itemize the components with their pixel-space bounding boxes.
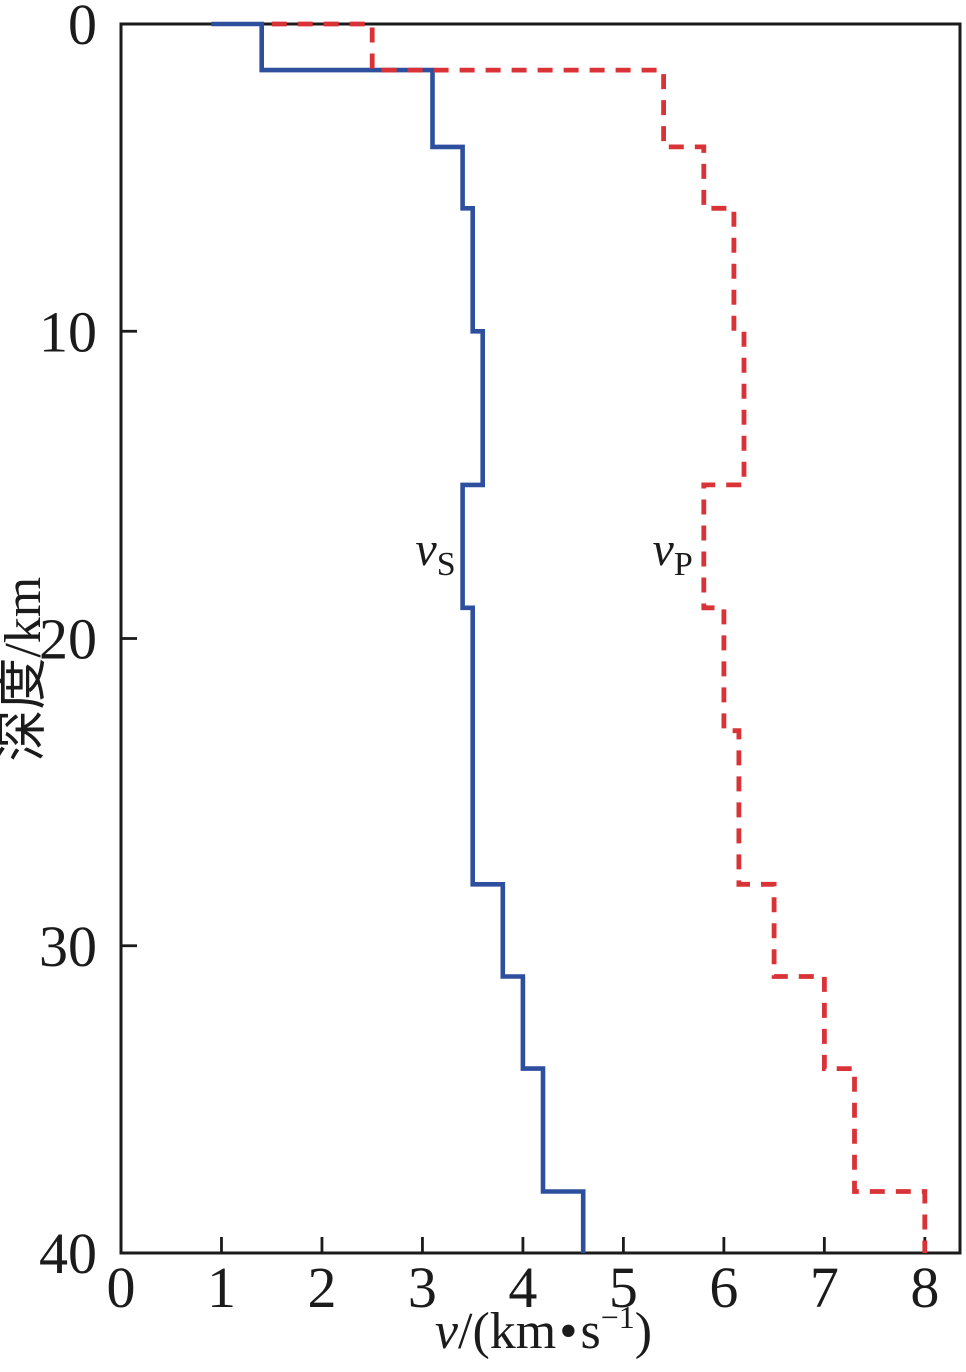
x-axis-tick-label: 3 — [408, 1255, 437, 1320]
x-axis-tick-label: 7 — [810, 1255, 839, 1320]
series-label-p: vP — [653, 523, 693, 583]
series-label-s: vS — [415, 523, 455, 583]
y-axis-tick-label: 0 — [68, 0, 97, 57]
y-axis-tick-label: 20 — [39, 607, 97, 672]
x-axis-title: v/(km•s−1) — [435, 1299, 652, 1360]
x-axis-tick-label: 4 — [508, 1255, 537, 1320]
vp-curve — [271, 21, 928, 1253]
x-axis-tick-label: 2 — [307, 1255, 336, 1320]
x-axis-tick-label: 8 — [910, 1255, 939, 1320]
plot-box — [119, 22, 962, 1255]
y-axis-tick-label: 40 — [39, 1221, 97, 1286]
y-axis-title: 深度/km — [0, 577, 52, 762]
x-axis-tick-label: 1 — [207, 1255, 236, 1320]
vs-curve — [211, 21, 586, 1253]
x-axis-tick-label: 5 — [609, 1255, 638, 1320]
x-axis-tick-label: 0 — [107, 1255, 136, 1320]
y-axis-tick-label: 30 — [39, 914, 97, 979]
x-axis-tick-label: 6 — [709, 1255, 738, 1320]
y-axis-tick-label: 10 — [39, 299, 97, 364]
